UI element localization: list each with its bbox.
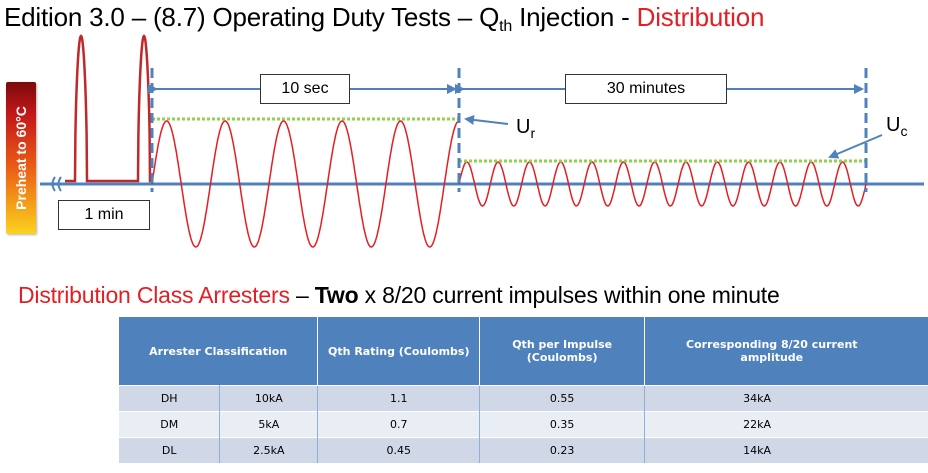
- table-cell: 0.7: [317, 411, 481, 438]
- section-heading: Distribution Class Arresters – Two x 8/2…: [18, 282, 780, 309]
- table-cell: 5kA: [219, 411, 319, 438]
- table-cell: 1.1: [317, 385, 481, 412]
- column-header: Qth Rating (Coulombs): [317, 317, 481, 386]
- table-cell: DL: [119, 437, 221, 463]
- ur-label: Ur: [516, 116, 535, 141]
- title-accent: Distribution: [636, 2, 765, 32]
- table-row: DL 2.5kA 0.45 0.23 14kA: [119, 437, 928, 463]
- column-header: Arrester Classification: [119, 317, 319, 386]
- uc-label: Uc: [886, 114, 907, 139]
- impulse-waveform: [65, 34, 152, 183]
- preheat-bar: Preheat to 60°C: [6, 82, 36, 234]
- axis-break-mark: [51, 176, 62, 192]
- ur-label-main: U: [516, 116, 531, 138]
- table-cell: 14kA: [644, 437, 928, 463]
- minutes-label-box: 30 minutes: [565, 74, 727, 104]
- table-cell: 0.45: [317, 437, 481, 463]
- preheat-label: Preheat to 60°C: [13, 106, 29, 210]
- uc-pointer-arrow: [828, 134, 883, 159]
- column-header: Corresponding 8/20 current amplitude: [644, 317, 928, 386]
- ur-pointer-arrow: [464, 114, 509, 125]
- table-cell: 2.5kA: [219, 437, 319, 463]
- column-header: Qth per Impulse (Coulombs): [479, 317, 646, 386]
- table-row: DH 10kA 1.1 0.55 34kA: [119, 385, 928, 412]
- arrester-table: Arrester Classification Qth Rating (Coul…: [119, 317, 928, 463]
- uc-label-sub: c: [900, 123, 908, 139]
- section-dash: –: [289, 282, 315, 308]
- min-label-box: 1 min: [58, 200, 150, 230]
- title-prefix: Edition 3.0 – (8.7) Operating Duty Tests…: [4, 2, 500, 32]
- table-header-row: Arrester Classification Qth Rating (Coul…: [119, 317, 928, 386]
- min-label: 1 min: [84, 206, 124, 223]
- table-cell: 0.35: [479, 411, 646, 438]
- title-mid: Injection -: [512, 2, 637, 32]
- section-bold-text: Two: [314, 282, 359, 308]
- table-cell: 22kA: [644, 411, 928, 438]
- table-cell: 0.23: [479, 437, 646, 463]
- title-subscript: th: [499, 18, 513, 35]
- uc-label-main: U: [886, 114, 901, 136]
- table-cell: 10kA: [219, 385, 319, 412]
- minutes-label: 30 minutes: [606, 80, 686, 97]
- table-row: DM 5kA 0.7 0.35 22kA: [119, 411, 928, 438]
- sec-label: 10 sec: [281, 80, 329, 97]
- table-cell: 0.55: [479, 385, 646, 412]
- page-title: Edition 3.0 – (8.7) Operating Duty Tests…: [4, 2, 764, 36]
- table-cell: DM: [119, 411, 221, 438]
- sine-wave-ur: [151, 120, 460, 248]
- operating-duty-diagram: [40, 34, 924, 248]
- sec-label-box: 10 sec: [260, 74, 350, 104]
- sine-wave-uc: [458, 161, 867, 207]
- table-cell: DH: [119, 385, 221, 412]
- ur-label-sub: r: [530, 125, 536, 141]
- table-cell: 34kA: [644, 385, 928, 412]
- section-red-text: Distribution Class Arresters: [18, 282, 290, 308]
- section-rest-text: x 8/20 current impulses within one minut…: [358, 282, 780, 308]
